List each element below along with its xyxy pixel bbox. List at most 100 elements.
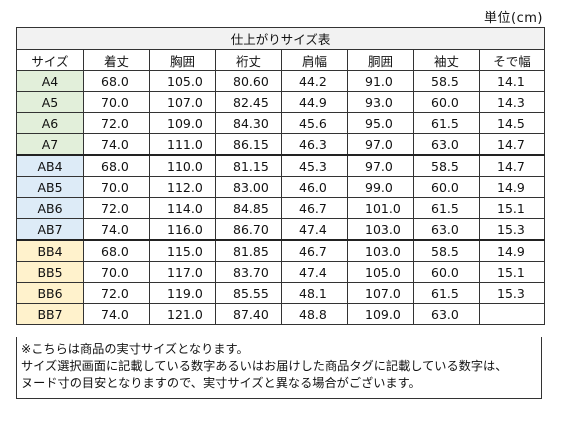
cell-waist: 93.0 bbox=[347, 91, 414, 113]
cell-chest: 121.0 bbox=[149, 303, 216, 325]
cell-yuki: 86.15 bbox=[215, 133, 282, 156]
cell-sleeve: 61.5 bbox=[413, 197, 480, 219]
cell-shoulder: 45.3 bbox=[281, 154, 348, 177]
cell-length: 74.0 bbox=[83, 303, 150, 325]
table-row: BB7 74.0 121.0 87.40 48.8 109.0 63.0 bbox=[16, 303, 546, 325]
cell-shoulder: 46.7 bbox=[281, 197, 348, 219]
cell-size: A4 bbox=[16, 70, 84, 92]
cell-shoulder: 48.8 bbox=[281, 303, 348, 325]
cell-chest: 107.0 bbox=[149, 91, 216, 113]
cell-length: 72.0 bbox=[83, 112, 150, 134]
cell-waist: 97.0 bbox=[347, 133, 414, 156]
size-table: 仕上がりサイズ表 サイズ 着丈 胸囲 裄丈 肩幅 胴囲 袖丈 そで幅 A4 68.… bbox=[15, 27, 546, 325]
cell-waist: 97.0 bbox=[347, 154, 414, 177]
table-row: AB4 68.0 110.0 81.15 45.3 97.0 58.5 14.7 bbox=[16, 154, 546, 177]
cell-sleeve: 61.5 bbox=[413, 282, 480, 304]
cell-length: 68.0 bbox=[83, 239, 150, 262]
cell-shoulder: 46.0 bbox=[281, 176, 348, 198]
note-line: ※こちらは商品の実寸サイズとなります。 bbox=[21, 342, 249, 356]
cell-chest: 112.0 bbox=[149, 176, 216, 198]
cell-shoulder: 46.3 bbox=[281, 133, 348, 156]
cell-length: 70.0 bbox=[83, 261, 150, 283]
cell-waist: 91.0 bbox=[347, 70, 414, 92]
cell-size: A6 bbox=[16, 112, 84, 134]
cell-chest: 119.0 bbox=[149, 282, 216, 304]
cell-sleeve-width: 14.7 bbox=[478, 133, 546, 156]
cell-chest: 109.0 bbox=[149, 112, 216, 134]
cell-yuki: 87.40 bbox=[215, 303, 282, 325]
cell-shoulder: 46.7 bbox=[281, 239, 348, 262]
notes-box: ※こちらは商品の実寸サイズとなります。 サイズ選択画面に記載している数字あるいは… bbox=[16, 337, 542, 399]
cell-sleeve-width: 15.3 bbox=[478, 218, 546, 241]
cell-waist: 107.0 bbox=[347, 282, 414, 304]
header-row: サイズ 着丈 胸囲 裄丈 肩幅 胴囲 袖丈 そで幅 bbox=[16, 49, 546, 71]
cell-chest: 111.0 bbox=[149, 133, 216, 156]
cell-size: BB4 bbox=[16, 239, 84, 262]
cell-shoulder: 48.1 bbox=[281, 282, 348, 304]
cell-sleeve-width: 14.9 bbox=[478, 239, 546, 262]
table-row: A4 68.0 105.0 80.60 44.2 91.0 58.5 14.1 bbox=[16, 70, 546, 92]
cell-sleeve-width: 14.7 bbox=[478, 154, 546, 177]
cell-sleeve-width: 14.1 bbox=[478, 70, 546, 92]
cell-sleeve: 60.0 bbox=[413, 176, 480, 198]
cell-size: BB7 bbox=[16, 303, 84, 325]
cell-yuki: 83.70 bbox=[215, 261, 282, 283]
cell-shoulder: 44.2 bbox=[281, 70, 348, 92]
cell-size: AB6 bbox=[16, 197, 84, 219]
cell-yuki: 84.85 bbox=[215, 197, 282, 219]
cell-chest: 114.0 bbox=[149, 197, 216, 219]
cell-sleeve: 60.0 bbox=[413, 261, 480, 283]
cell-waist: 103.0 bbox=[347, 239, 414, 262]
cell-yuki: 82.45 bbox=[215, 91, 282, 113]
cell-sleeve-width: 14.9 bbox=[478, 176, 546, 198]
cell-sleeve: 61.5 bbox=[413, 112, 480, 134]
header-waist: 胴囲 bbox=[347, 49, 414, 71]
cell-sleeve: 58.5 bbox=[413, 239, 480, 262]
header-shoulder: 肩幅 bbox=[281, 49, 348, 71]
table-row: AB7 74.0 116.0 86.70 47.4 103.0 63.0 15.3 bbox=[16, 218, 546, 241]
cell-sleeve-width: 15.3 bbox=[478, 282, 546, 304]
cell-chest: 117.0 bbox=[149, 261, 216, 283]
header-chest: 胸囲 bbox=[149, 49, 216, 71]
cell-chest: 116.0 bbox=[149, 218, 216, 241]
cell-yuki: 84.30 bbox=[215, 112, 282, 134]
cell-sleeve-width bbox=[478, 303, 546, 325]
note-line: サイズ選択画面に記載している数字あるいはお届けした商品タグに記載している数字は、 bbox=[21, 359, 508, 373]
cell-waist: 101.0 bbox=[347, 197, 414, 219]
cell-chest: 105.0 bbox=[149, 70, 216, 92]
cell-waist: 105.0 bbox=[347, 261, 414, 283]
header-length: 着丈 bbox=[83, 49, 150, 71]
cell-waist: 109.0 bbox=[347, 303, 414, 325]
cell-shoulder: 44.9 bbox=[281, 91, 348, 113]
cell-chest: 115.0 bbox=[149, 239, 216, 262]
cell-sleeve: 63.0 bbox=[413, 218, 480, 241]
cell-sleeve: 63.0 bbox=[413, 303, 480, 325]
table-row: A6 72.0 109.0 84.30 45.6 95.0 61.5 14.5 bbox=[16, 112, 546, 134]
cell-sleeve-width: 14.5 bbox=[478, 112, 546, 134]
table-row: BB4 68.0 115.0 81.85 46.7 103.0 58.5 14.9 bbox=[16, 239, 546, 262]
table-title: 仕上がりサイズ表 bbox=[15, 27, 546, 50]
cell-length: 74.0 bbox=[83, 133, 150, 156]
cell-waist: 99.0 bbox=[347, 176, 414, 198]
cell-shoulder: 45.6 bbox=[281, 112, 348, 134]
cell-sleeve-width: 15.1 bbox=[478, 197, 546, 219]
cell-length: 72.0 bbox=[83, 282, 150, 304]
header-sleeve: 袖丈 bbox=[413, 49, 480, 71]
cell-sleeve: 58.5 bbox=[413, 70, 480, 92]
cell-size: BB5 bbox=[16, 261, 84, 283]
cell-size: A7 bbox=[16, 133, 84, 156]
cell-length: 72.0 bbox=[83, 197, 150, 219]
table-row: BB5 70.0 117.0 83.70 47.4 105.0 60.0 15.1 bbox=[16, 261, 546, 283]
cell-yuki: 81.85 bbox=[215, 239, 282, 262]
cell-size: BB6 bbox=[16, 282, 84, 304]
cell-yuki: 85.55 bbox=[215, 282, 282, 304]
cell-chest: 110.0 bbox=[149, 154, 216, 177]
cell-length: 74.0 bbox=[83, 218, 150, 241]
cell-yuki: 81.15 bbox=[215, 154, 282, 177]
cell-waist: 95.0 bbox=[347, 112, 414, 134]
cell-waist: 103.0 bbox=[347, 218, 414, 241]
cell-size: AB5 bbox=[16, 176, 84, 198]
header-yuki: 裄丈 bbox=[215, 49, 282, 71]
cell-sleeve-width: 14.3 bbox=[478, 91, 546, 113]
cell-shoulder: 47.4 bbox=[281, 218, 348, 241]
